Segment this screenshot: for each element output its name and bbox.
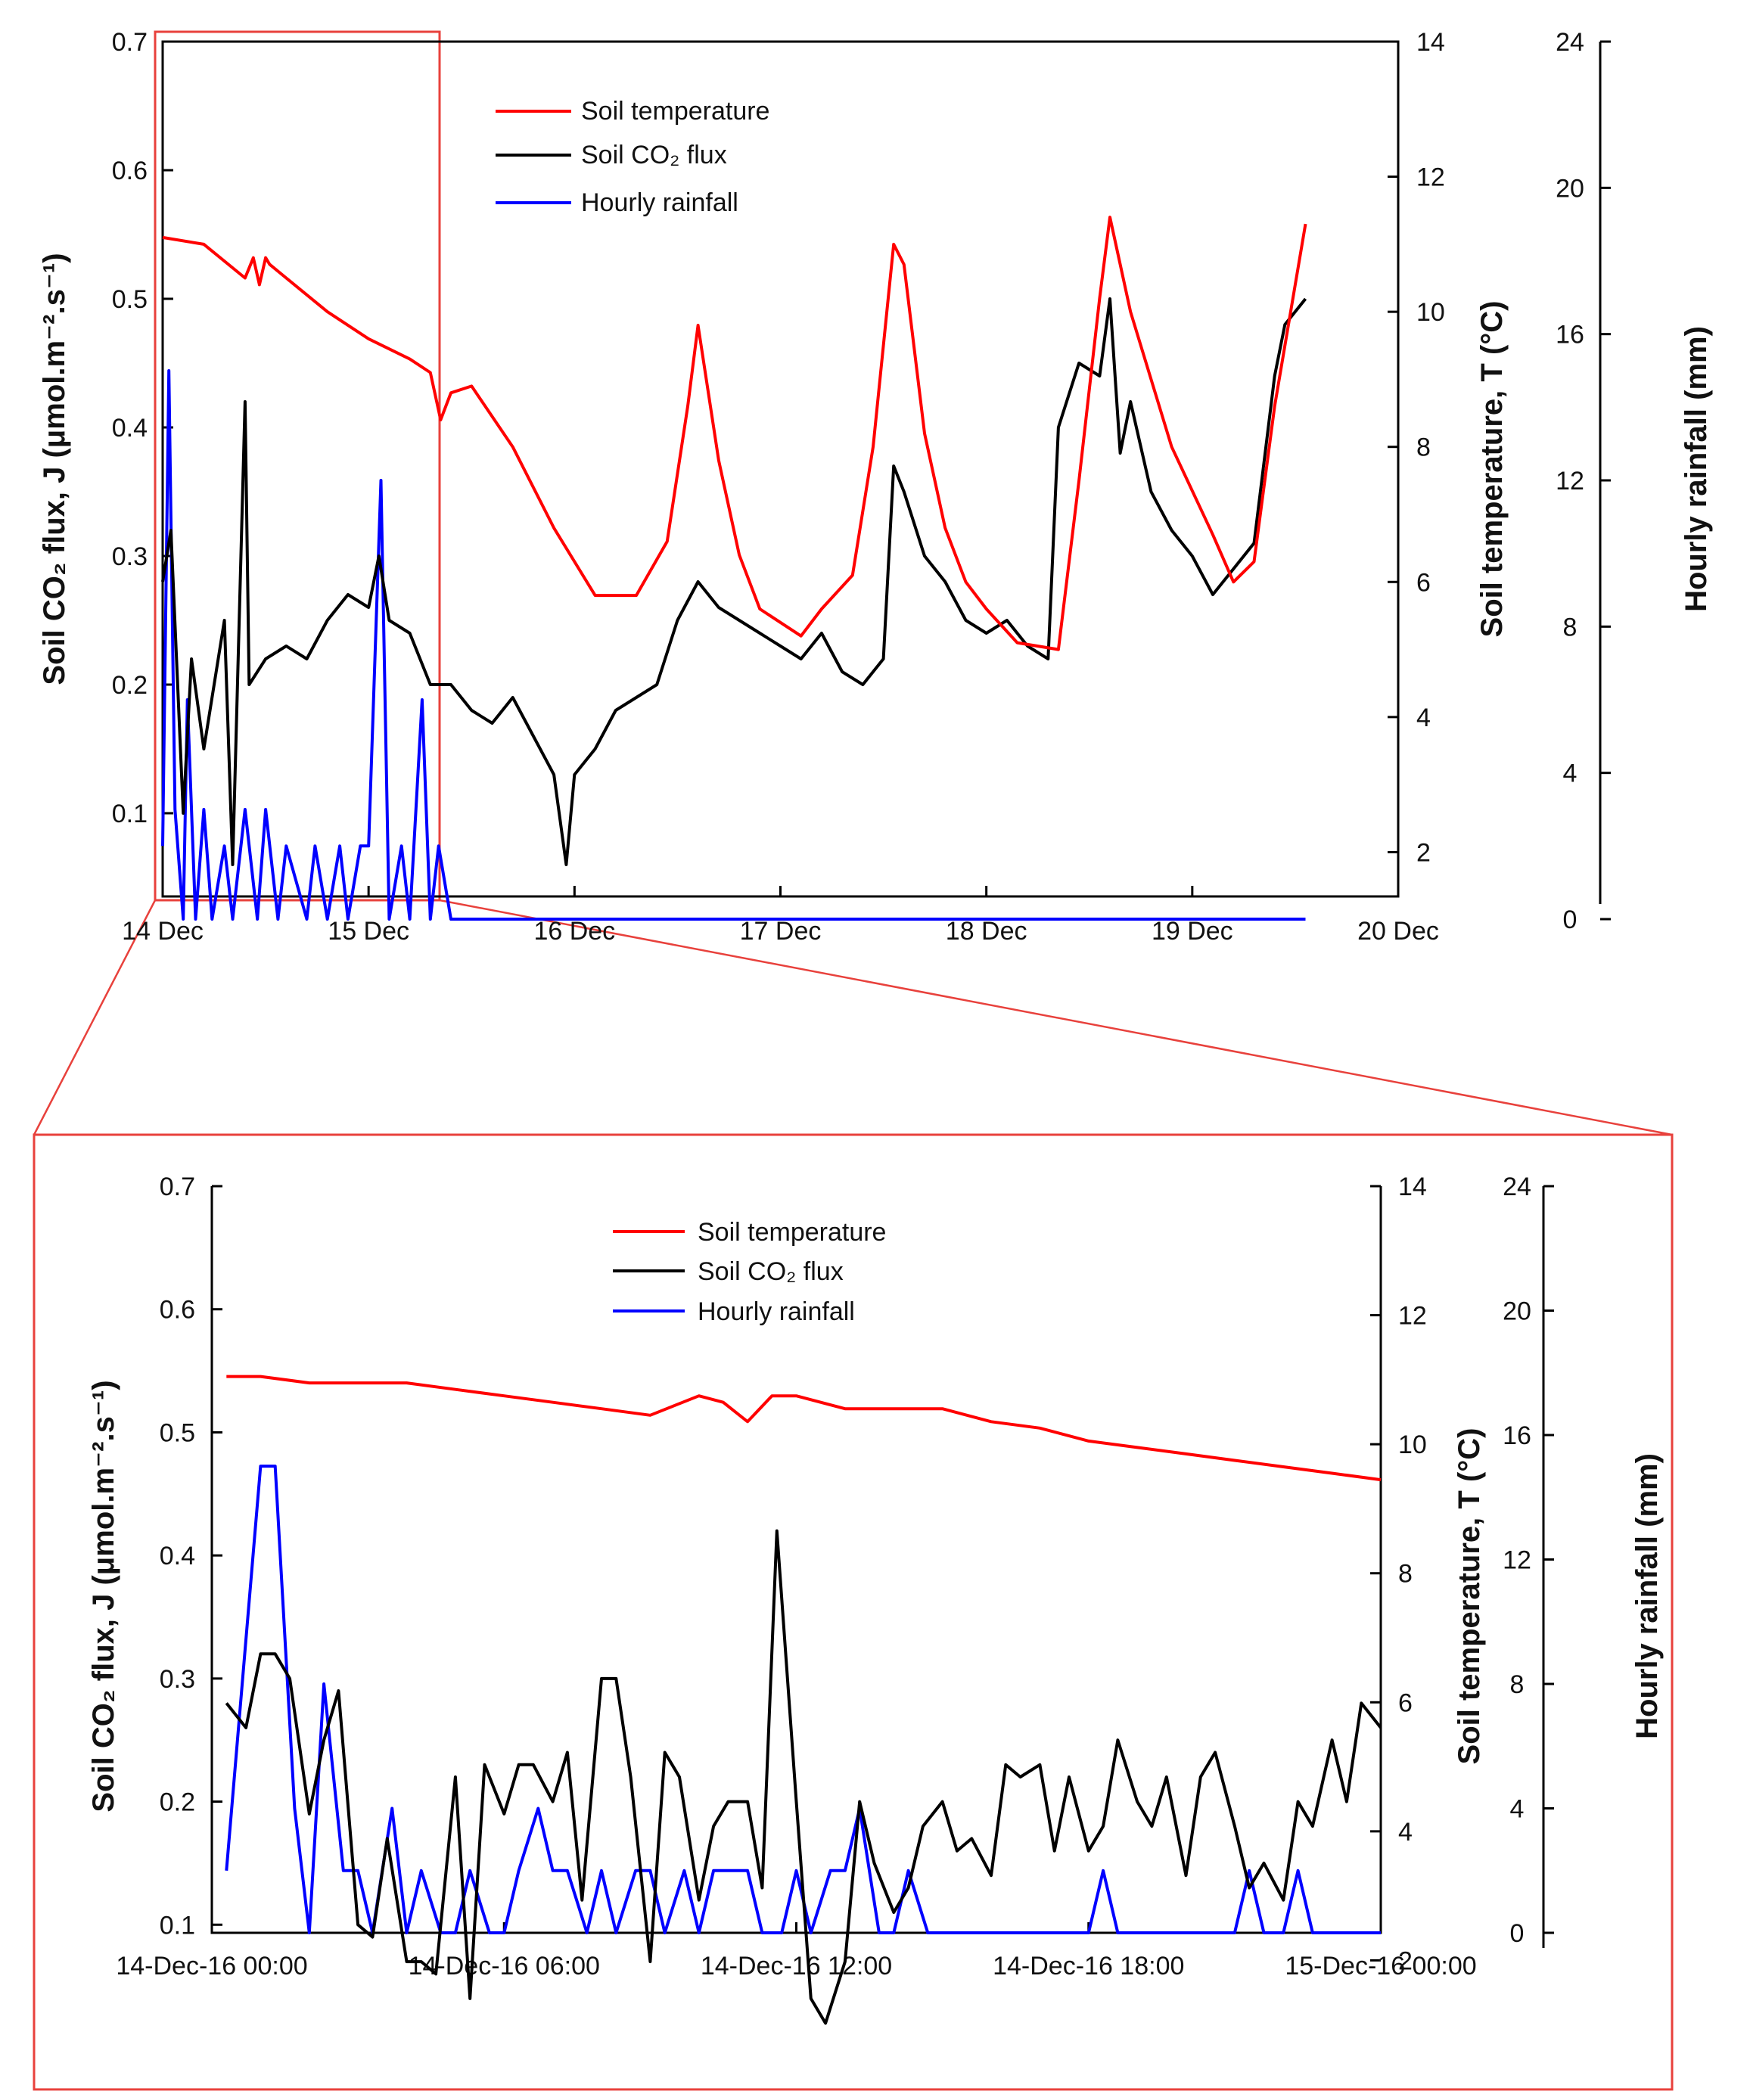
- overview-legend: Soil temperature Soil CO₂ flux Hourly ra…: [496, 97, 769, 217]
- overview-x-ticks: 14 Dec 15 Dec 16 Dec 17 Dec 18 Dec 19 Dec 20 D…: [122, 886, 1439, 946]
- zoom-temperature-tick-label: 12: [1398, 1302, 1427, 1331]
- zoom-series-temperature-line: [226, 1375, 1382, 1482]
- zoom-rainfall-tick-label: 24: [1503, 1173, 1531, 1201]
- zoom-temperature-tick-label: 10: [1398, 1431, 1427, 1459]
- overview-rainfall-tick-label: 16: [1556, 321, 1584, 349]
- zoom-rainfall-tick-label: 16: [1503, 1421, 1531, 1450]
- overview-flux-tick-label: 0.1: [112, 800, 148, 828]
- legend-label-flux: Soil CO₂ flux: [698, 1257, 844, 1286]
- zoom-temperature-ticks: 2 4 6 8 10 12 14: [1370, 1173, 1427, 1975]
- overview-rainfall-tick-label: 24: [1556, 28, 1584, 57]
- zoom-temperature-tick-label: 2: [1398, 1946, 1413, 1975]
- overview-flux-tick-label: 0.4: [112, 414, 148, 443]
- zoom-x-ticks: 14-Dec-16 00:00 14-Dec-16 06:00 14-Dec-16 …: [116, 1922, 1477, 1980]
- overview-x-tick-label: 18 Dec: [946, 917, 1027, 946]
- overview-temperature-tick-label: 8: [1416, 433, 1431, 462]
- overview-rainfall-ticks: 0 4 8 12 16 20 24: [1556, 28, 1611, 934]
- overview-rainfall-tick-label: 0: [1563, 906, 1577, 934]
- zoom-flux-tick-label: 0.2: [160, 1788, 195, 1817]
- overview-temperature-tick-label: 14: [1416, 28, 1445, 57]
- zoom-highlight-box: [154, 30, 441, 902]
- legend-label-temperature: Soil temperature: [698, 1218, 886, 1247]
- overview-temperature-tick-label: 10: [1416, 298, 1445, 327]
- overview-rainfall-tick-label: 8: [1563, 613, 1577, 641]
- overview-flux-tick-label: 0.5: [112, 285, 148, 314]
- zoom-rainfall-ticks: 0 4 8 12 16 20 24: [1503, 1173, 1554, 1948]
- zoom-rainfall-tick-label: 0: [1510, 1919, 1525, 1948]
- zoom-connector-left: [33, 899, 157, 1135]
- zoom-x-tick-label: 14-Dec-16 18:00: [993, 1952, 1184, 1980]
- overview-flux-tick-label: 0.3: [112, 542, 148, 571]
- overview-flux-ticks: 0.1 0.2 0.3 0.4 0.5 0.6 0.7: [112, 28, 173, 828]
- overview-rainfall-tick-label: 4: [1563, 760, 1577, 788]
- overview-x-tick-label: 19 Dec: [1152, 917, 1233, 946]
- overview-flux-tick-label: 0.6: [112, 157, 148, 185]
- zoom-rainfall-tick-label: 8: [1510, 1670, 1525, 1699]
- overview-rainfall-axis-title: Hourly rainfall (mm): [1680, 326, 1713, 612]
- zoom-flux-tick-label: 0.4: [160, 1542, 195, 1570]
- overview-rainfall-tick-label: 20: [1556, 174, 1584, 203]
- zoom-temperature-tick-label: 8: [1398, 1560, 1413, 1589]
- zoom-panel-frame: [33, 1133, 1674, 2091]
- legend-label-temperature: Soil temperature: [581, 97, 769, 126]
- zoom-legend: Soil temperature Soil CO₂ flux Hourly ra…: [613, 1218, 886, 1326]
- overview-series-rainfall-line: [161, 369, 1306, 921]
- legend-label-flux: Soil CO₂ flux: [581, 141, 727, 169]
- overview-x-tick-label: 16 Dec: [533, 917, 615, 946]
- zoom-series: [225, 1375, 1382, 2025]
- zoom-flux-tick-label: 0.5: [160, 1418, 195, 1447]
- zoom-rainfall-tick-label: 20: [1503, 1297, 1531, 1326]
- overview-x-tick-label: 20 Dec: [1357, 917, 1439, 946]
- overview-series-flux-line: [161, 297, 1307, 866]
- overview-temperature-tick-label: 4: [1416, 704, 1431, 732]
- overview-temperature-tick-label: 2: [1416, 838, 1431, 867]
- zoom-series-rainfall-line: [225, 1465, 1381, 1934]
- overview-plot-frame: [161, 40, 1400, 898]
- overview-flux-tick-label: 0.2: [112, 671, 148, 700]
- overview-temperature-tick-label: 6: [1416, 568, 1431, 597]
- zoom-rainfall-tick-label: 4: [1510, 1795, 1525, 1824]
- zoom-annotation: [33, 30, 1674, 2091]
- zoom-series-flux-line: [225, 1529, 1382, 2025]
- zoom-flux-axis-title: Soil CO₂ flux, J (μmol.m⁻².s⁻¹): [87, 1380, 120, 1812]
- zoom-flux-tick-label: 0.1: [160, 1911, 195, 1940]
- overview-rainfall-tick-label: 12: [1556, 467, 1584, 495]
- zoom-temperature-tick-label: 14: [1398, 1173, 1427, 1201]
- legend-label-rainfall: Hourly rainfall: [698, 1297, 855, 1326]
- zoom-x-tick-label: 15-Dec-16 00:00: [1285, 1952, 1476, 1980]
- overview-x-tick-label: 17 Dec: [740, 917, 822, 946]
- overview-series-temperature-line: [162, 216, 1307, 651]
- zoom-flux-tick-label: 0.3: [160, 1665, 195, 1694]
- overview-x-tick-label: 14 Dec: [122, 917, 204, 946]
- legend-label-rainfall: Hourly rainfall: [581, 188, 738, 217]
- zoom-x-tick-label: 14-Dec-16 06:00: [409, 1952, 600, 1980]
- overview-flux-tick-label: 0.7: [112, 28, 148, 57]
- zoom-x-tick-label: 14-Dec-16 00:00: [116, 1952, 307, 1980]
- zoom-connector-right: [439, 899, 1673, 1136]
- zoom-x-tick-label: 14-Dec-16 12:00: [701, 1952, 892, 1980]
- overview-temperature-tick-label: 12: [1416, 163, 1445, 192]
- zoom-flux-tick-label: 0.7: [160, 1173, 195, 1201]
- zoom-flux-ticks: 0.1 0.2 0.3 0.4 0.5 0.6 0.7: [160, 1173, 222, 1940]
- overview-temperature-ticks: 2 4 6 8 10 12 14: [1388, 28, 1445, 867]
- overview-x-tick-label: 15 Dec: [328, 917, 409, 946]
- zoom-flux-tick-label: 0.6: [160, 1296, 195, 1325]
- zoom-rainfall-axis-title: Hourly rainfall (mm): [1630, 1453, 1664, 1739]
- overview-series: [161, 216, 1307, 921]
- zoom-temperature-tick-label: 6: [1398, 1688, 1413, 1717]
- zoom-rainfall-tick-label: 12: [1503, 1546, 1531, 1575]
- zoom-temperature-axis-title: Soil temperature, T (°C): [1453, 1428, 1486, 1765]
- overview-flux-axis-title: Soil CO₂ flux, J (μmol.m⁻².s⁻¹): [38, 253, 71, 685]
- overview-temperature-axis-title: Soil temperature, T (°C): [1475, 301, 1509, 638]
- zoom-temperature-tick-label: 4: [1398, 1818, 1413, 1847]
